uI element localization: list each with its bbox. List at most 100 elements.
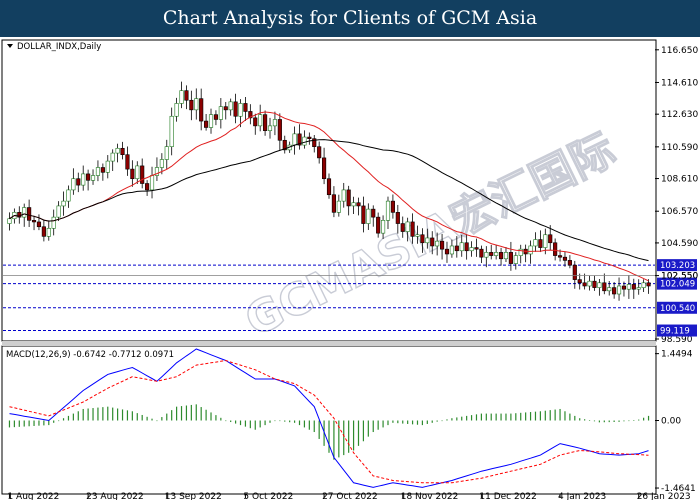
- macd-histogram-bar: [623, 420, 625, 422]
- level-badge: [657, 324, 697, 337]
- candle-up: [435, 240, 440, 247]
- macd-histogram-bar: [8, 420, 11, 428]
- candle-down: [395, 212, 400, 224]
- macd-histogram-bar: [382, 420, 384, 428]
- macd-histogram-bar: [529, 412, 532, 421]
- candle-up: [494, 252, 499, 256]
- candle-down: [430, 237, 435, 247]
- candle-up: [385, 200, 391, 221]
- candle-down: [331, 194, 336, 213]
- candle-up: [208, 114, 214, 128]
- price-tick-label: 106.570: [661, 207, 698, 217]
- candle-down: [125, 154, 130, 170]
- macd-histogram-bar: [480, 413, 482, 421]
- candle-up: [302, 136, 307, 146]
- candle-up: [405, 221, 410, 232]
- macd-histogram-bar: [411, 420, 414, 425]
- macd-histogram-bar: [230, 420, 232, 423]
- candle-up: [626, 284, 631, 290]
- candle-down: [474, 247, 479, 250]
- macd-histogram-bar: [569, 413, 571, 421]
- macd-histogram-bar: [456, 417, 458, 421]
- dropdown-triangle-icon: [7, 44, 13, 48]
- macd-histogram-bar: [53, 420, 55, 423]
- macd-histogram-bar: [407, 420, 409, 424]
- candle-up: [351, 202, 356, 207]
- candle-down: [346, 189, 351, 207]
- candle-up: [607, 287, 612, 292]
- macd-histogram-bar: [470, 415, 473, 421]
- price-chart: GCMASIA宏汇国际 116.650114.610112.630110.590…: [0, 37, 700, 500]
- candle-up: [22, 207, 27, 218]
- time-tick-label: 13 Sep 2022: [165, 492, 222, 500]
- macd-histogram-bar: [112, 407, 114, 421]
- macd-histogram-bar: [441, 420, 443, 422]
- candle-up: [194, 98, 199, 111]
- macd-label: MACD(12,26,9) -0.6742 -0.7712 0.0971: [6, 350, 174, 360]
- macd-histogram-bar: [117, 408, 119, 421]
- macd-histogram-bar: [102, 407, 104, 421]
- candle-up: [533, 239, 538, 247]
- macd-histogram-bar: [249, 420, 251, 429]
- candle-up: [90, 175, 96, 181]
- macd-histogram-bar: [190, 404, 192, 421]
- candle-up: [71, 178, 76, 191]
- macd-histogram-bar: [559, 408, 561, 421]
- candle-down: [538, 239, 543, 248]
- candle-up: [381, 220, 386, 234]
- macd-histogram-bar: [166, 413, 168, 421]
- macd-histogram-bar: [598, 420, 600, 423]
- candle-down: [489, 252, 494, 256]
- macd-histogram-bar: [475, 414, 478, 421]
- price-axis: 116.650 114.610 112.630 110.590 108.610 106.5…: [3, 46, 698, 345]
- candle-up: [110, 152, 115, 162]
- macd-histogram-bar: [451, 418, 453, 421]
- macd-histogram-bar: [13, 420, 15, 428]
- candle-up: [105, 160, 110, 173]
- candle-up: [66, 189, 71, 202]
- price-tick-label: 98.590: [661, 335, 693, 345]
- macd-histogram-bar: [367, 420, 369, 437]
- macd-histogram-bar: [392, 420, 394, 423]
- macd-histogram-bar: [92, 408, 94, 421]
- macd-histogram-bar: [107, 406, 109, 421]
- candle-up: [616, 285, 622, 295]
- candle-down: [612, 287, 617, 295]
- candle-up: [336, 200, 341, 213]
- macd-histogram-bar: [82, 408, 84, 421]
- candle-down: [31, 220, 37, 223]
- macd-histogram-bar: [348, 420, 350, 453]
- macd-histogram-bar: [416, 420, 419, 425]
- macd-histogram-bar: [38, 420, 40, 426]
- candle-down: [243, 103, 248, 112]
- candle-up: [238, 103, 243, 117]
- candle-up: [95, 167, 101, 176]
- price-tick-label: 114.610: [661, 78, 698, 88]
- candle-down: [371, 208, 376, 218]
- candle-down: [253, 117, 258, 127]
- macd-histogram-bar: [520, 412, 522, 421]
- candle-up: [459, 242, 464, 252]
- symbol-label: DOLLAR_INDX,Daily: [7, 42, 101, 52]
- time-tick-label: 18 Nov 2022: [401, 492, 459, 500]
- macd-histogram-bar: [185, 405, 188, 421]
- macd-histogram-bar: [628, 420, 630, 422]
- candle-down: [145, 183, 150, 191]
- candle-up: [218, 106, 223, 120]
- ma-fast-line: [9, 111, 649, 282]
- candle-down: [621, 285, 627, 290]
- candle-up: [528, 245, 533, 255]
- macd-histogram-bar: [588, 420, 591, 421]
- candle-down: [277, 119, 282, 141]
- macd-histogram-bar: [254, 420, 256, 430]
- macd-histogram-bar: [298, 420, 301, 426]
- candle-down: [199, 98, 204, 122]
- candle-down: [27, 207, 32, 221]
- candle-up: [469, 247, 474, 252]
- candle-down: [548, 234, 553, 244]
- time-tick-label: 27 Oct 2022: [322, 492, 378, 500]
- candle-down: [582, 282, 587, 287]
- macd-histogram-bar: [156, 420, 158, 422]
- macd-histogram-bar: [436, 420, 438, 422]
- moving-averages: [9, 111, 649, 282]
